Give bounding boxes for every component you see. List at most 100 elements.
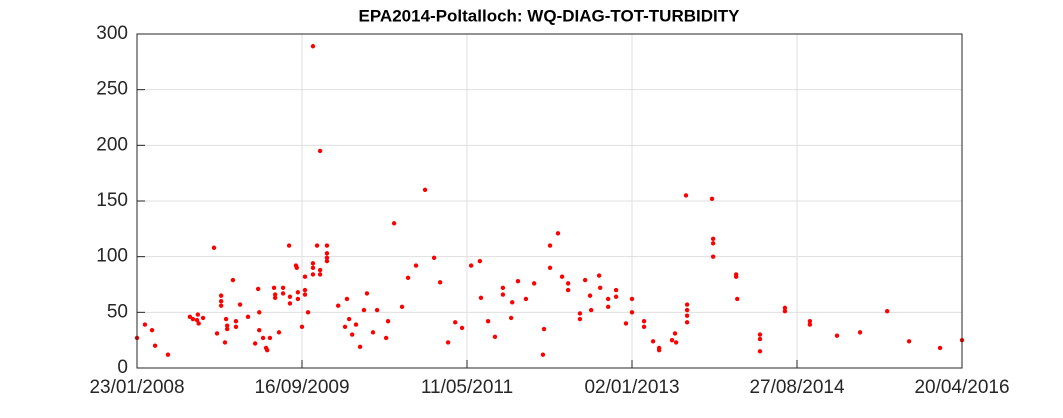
point — [218, 293, 224, 298]
point — [264, 347, 270, 353]
point — [884, 309, 890, 314]
point — [364, 291, 370, 296]
point — [233, 319, 239, 324]
point — [346, 316, 352, 322]
point — [857, 330, 863, 335]
point — [478, 295, 484, 301]
point — [280, 291, 286, 296]
point — [335, 303, 341, 308]
point — [361, 307, 367, 313]
point — [508, 315, 514, 321]
point — [255, 286, 261, 292]
point — [422, 187, 428, 193]
point — [237, 302, 243, 307]
point — [757, 349, 763, 354]
point — [310, 272, 316, 277]
point — [437, 280, 443, 285]
x-tick-label: 27/08/2014 — [749, 377, 845, 398]
point — [245, 314, 251, 319]
y-tick-label: 50 — [107, 301, 128, 322]
point — [272, 295, 278, 301]
point — [302, 292, 308, 297]
x-tick-label: 16/09/2009 — [254, 377, 349, 398]
point — [834, 333, 840, 338]
point — [302, 287, 308, 293]
ticks: 0 50 100 150 200 250 300 23/01/2008 16/09/2009 11… — [89, 23, 1009, 398]
point — [224, 326, 230, 332]
point — [684, 307, 690, 313]
point — [214, 331, 220, 336]
point — [577, 311, 583, 316]
point — [342, 324, 348, 330]
point — [286, 243, 292, 248]
point — [149, 327, 155, 333]
x-tick-label: 23/01/2008 — [89, 377, 184, 398]
point — [272, 292, 278, 297]
point — [299, 324, 305, 330]
point — [357, 344, 363, 350]
point — [310, 261, 316, 266]
point — [515, 278, 521, 284]
point — [937, 345, 943, 351]
point — [559, 274, 565, 279]
point — [324, 255, 330, 260]
point — [669, 337, 675, 343]
y-tick-label: 200 — [96, 134, 128, 155]
y-tick-label: 250 — [96, 79, 128, 100]
point — [195, 312, 201, 317]
point — [187, 314, 193, 319]
point — [673, 340, 679, 345]
point — [684, 302, 690, 307]
x-tick-label: 02/01/2013 — [584, 377, 679, 398]
point — [405, 275, 411, 281]
point — [194, 317, 200, 323]
point — [807, 322, 813, 327]
point — [672, 331, 678, 336]
point — [257, 327, 262, 333]
point — [684, 320, 690, 325]
point — [500, 292, 506, 297]
point — [196, 321, 201, 326]
point — [757, 336, 763, 342]
point — [710, 236, 716, 242]
point — [383, 335, 389, 341]
point — [598, 285, 603, 291]
point — [656, 347, 662, 353]
point — [735, 296, 740, 302]
point — [709, 196, 715, 201]
point — [317, 267, 323, 273]
point — [431, 255, 437, 260]
point — [531, 281, 537, 286]
point — [391, 221, 397, 226]
point — [605, 304, 611, 309]
point — [641, 324, 647, 330]
point — [374, 307, 380, 313]
point — [629, 296, 635, 302]
point — [459, 325, 465, 331]
point — [324, 251, 330, 256]
point — [200, 315, 206, 321]
point — [623, 321, 629, 326]
point — [294, 265, 299, 270]
point — [641, 319, 647, 324]
x-tick-label: 20/04/2016 — [914, 377, 1009, 398]
point — [218, 303, 224, 308]
point — [577, 316, 583, 322]
y-tick-label: 0 — [117, 357, 128, 378]
point — [233, 324, 239, 330]
point — [710, 254, 716, 259]
point — [190, 316, 196, 322]
point — [605, 296, 611, 302]
point — [565, 281, 571, 286]
point — [165, 352, 171, 357]
point — [613, 294, 619, 299]
point — [613, 287, 619, 293]
point — [555, 231, 561, 236]
point — [324, 243, 330, 248]
point — [807, 319, 813, 324]
point — [445, 340, 451, 345]
point — [547, 265, 553, 270]
point — [353, 322, 359, 327]
point — [252, 341, 258, 346]
point — [629, 310, 635, 315]
